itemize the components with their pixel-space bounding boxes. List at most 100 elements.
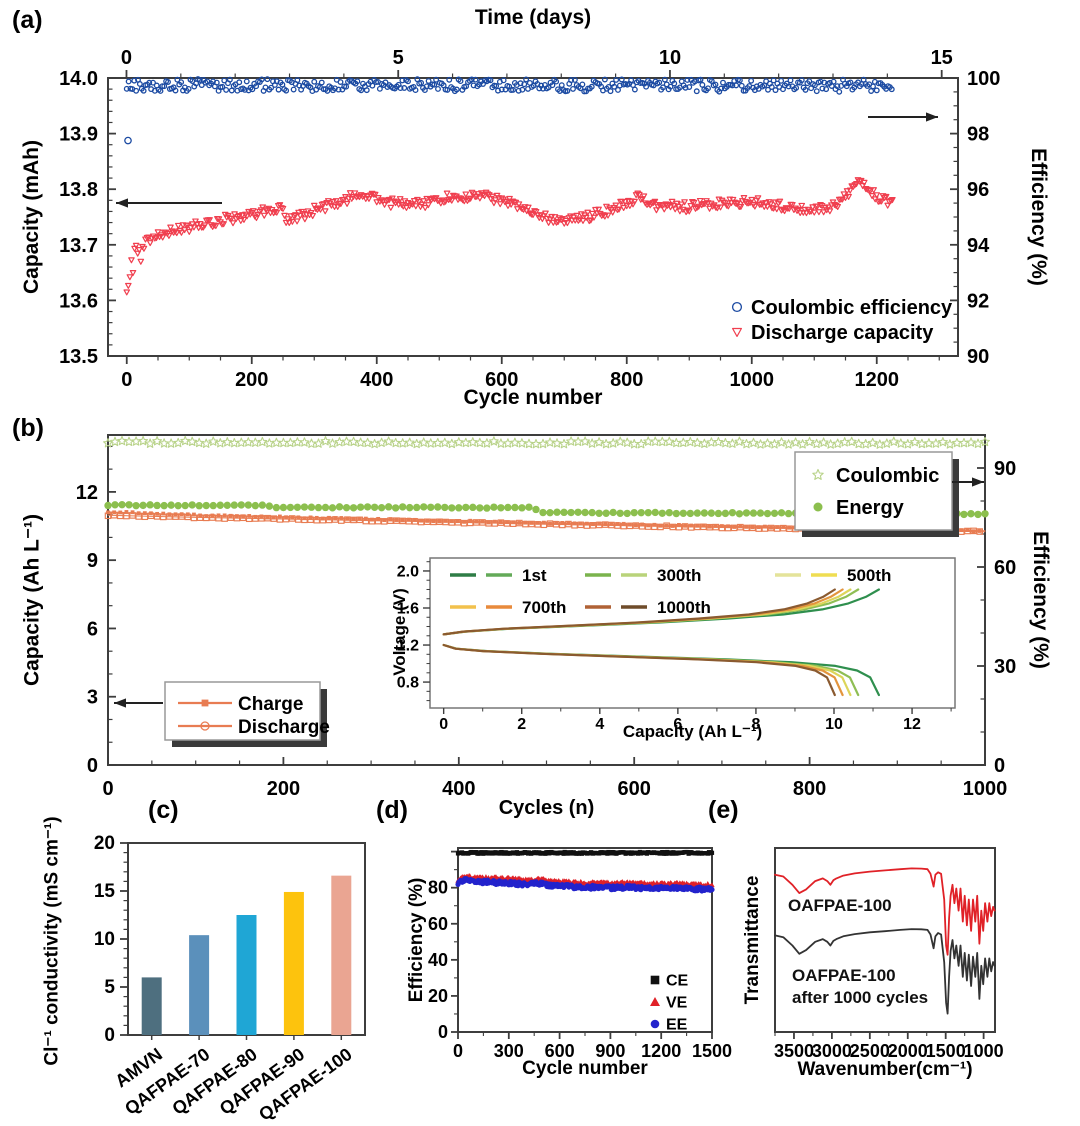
panel-a-plot: 0 200 400 600 800 1000 1200 0 5 10 15 13.5 13.6 13.7 1… [59, 47, 1000, 391]
svg-text:200: 200 [235, 369, 268, 391]
svg-text:1000: 1000 [963, 778, 1008, 800]
svg-text:2000: 2000 [888, 1041, 928, 1061]
svg-text:4: 4 [595, 716, 604, 733]
panel-d-plot: 0 20 40 60 80 0 300 600 900 1200 1500 [428, 847, 732, 1061]
svg-text:Discharge capacity: Discharge capacity [751, 322, 934, 344]
svg-text:Coulombic: Coulombic [836, 465, 939, 487]
svg-text:94: 94 [967, 235, 990, 257]
svg-text:1000th: 1000th [657, 598, 711, 617]
panel-c-plot: 05101520AMVNQAFPAE-70QAFPAE-80QAFPAE-90Q… [94, 833, 366, 1125]
spectrum-label-fresh: OAFPAE-100 [788, 896, 892, 915]
svg-text:600: 600 [545, 1041, 575, 1061]
svg-text:400: 400 [442, 778, 475, 800]
svg-text:VE: VE [666, 995, 688, 1012]
bar-QAFPAE-70 [189, 935, 210, 1035]
svg-text:0: 0 [87, 755, 98, 777]
svg-text:20: 20 [94, 833, 115, 854]
svg-text:800: 800 [610, 369, 643, 391]
svg-text:2500: 2500 [850, 1041, 890, 1061]
svg-text:60: 60 [994, 557, 1016, 579]
svg-text:3500: 3500 [774, 1041, 814, 1061]
svg-text:60: 60 [428, 914, 448, 934]
svg-text:600: 600 [485, 369, 518, 391]
bar-QAFPAE-80 [236, 915, 257, 1035]
svg-text:0: 0 [121, 369, 132, 391]
bar-AMVN [141, 977, 162, 1035]
panel-a-x-axis-title: Cycle number [463, 386, 603, 409]
svg-text:5: 5 [393, 47, 404, 69]
bar-QAFPAE-100 [331, 875, 352, 1035]
svg-text:600: 600 [618, 778, 651, 800]
panel-a-top-axis-title: Time (days) [474, 6, 592, 29]
svg-text:90: 90 [967, 346, 989, 368]
svg-text:400: 400 [360, 369, 393, 391]
svg-text:6: 6 [87, 618, 98, 640]
svg-text:300: 300 [494, 1041, 524, 1061]
panel-d-label: (d) [376, 796, 408, 824]
svg-text:900: 900 [595, 1041, 625, 1061]
svg-text:0: 0 [438, 1022, 448, 1042]
svg-text:1200: 1200 [641, 1041, 681, 1061]
svg-text:200: 200 [267, 778, 300, 800]
svg-text:1.6: 1.6 [397, 601, 419, 618]
svg-text:EE: EE [666, 1017, 688, 1034]
svg-text:1200: 1200 [855, 369, 900, 391]
svg-text:3: 3 [87, 687, 98, 709]
panel-e-label: (e) [708, 796, 739, 824]
svg-text:0.8: 0.8 [397, 675, 419, 692]
svg-text:1000: 1000 [730, 369, 775, 391]
svg-text:Discharge: Discharge [238, 717, 330, 738]
svg-text:0: 0 [453, 1041, 463, 1061]
svg-text:10: 10 [659, 47, 681, 69]
svg-text:40: 40 [428, 950, 448, 970]
svg-text:0: 0 [104, 1025, 115, 1046]
svg-text:700th: 700th [522, 598, 566, 617]
panel-b-efficiency-legend: Coulombic Energy [794, 451, 984, 537]
svg-text:100: 100 [967, 68, 1000, 90]
panel-d-x-axis-title: Cycle number [522, 1058, 648, 1079]
svg-text:12: 12 [76, 482, 98, 504]
svg-text:0: 0 [439, 716, 448, 733]
panel-b-chart: 0 200 400 600 800 10000369120306090CoulombicE… [76, 434, 1016, 800]
svg-text:14.0: 14.0 [59, 68, 98, 90]
svg-text:80: 80 [428, 878, 448, 898]
panel-a-label: (a) [12, 6, 43, 34]
panel-b-label: (b) [12, 414, 44, 442]
svg-text:13.6: 13.6 [59, 290, 98, 312]
svg-text:98: 98 [967, 124, 989, 146]
svg-text:2.0: 2.0 [397, 563, 419, 580]
svg-text:1500: 1500 [692, 1041, 732, 1061]
svg-text:0: 0 [102, 778, 113, 800]
svg-text:2: 2 [517, 716, 526, 733]
svg-text:500th: 500th [847, 566, 891, 585]
svg-text:10: 10 [825, 716, 843, 733]
panel-b-x-axis-title: Cycles (n) [498, 797, 595, 819]
svg-text:0: 0 [994, 755, 1005, 777]
panel-a-chart: 0 200 400 600 800 1000 1200 0 5 10 15 13.5 13.6 13.7 1… [59, 47, 1000, 391]
svg-text:5: 5 [104, 977, 115, 998]
svg-text:1.2: 1.2 [397, 638, 419, 655]
svg-text:90: 90 [994, 458, 1016, 480]
bar-QAFPAE-90 [283, 891, 304, 1035]
svg-text:13.8: 13.8 [59, 179, 98, 201]
svg-text:800: 800 [793, 778, 826, 800]
panel-e-x-axis-title: Wavenumber(cm⁻¹) [797, 1059, 973, 1080]
svg-text:12: 12 [903, 716, 921, 733]
svg-text:3000: 3000 [812, 1041, 852, 1061]
svg-text:9: 9 [87, 550, 98, 572]
svg-text:8: 8 [751, 716, 760, 733]
svg-text:13.5: 13.5 [59, 346, 98, 368]
svg-text:0: 0 [121, 47, 132, 69]
svg-text:15: 15 [94, 881, 116, 902]
panel-c-chart: 05101520AMVNQAFPAE-70QAFPAE-80QAFPAE-90Q… [94, 833, 366, 1125]
svg-text:13.7: 13.7 [59, 235, 98, 257]
svg-text:300th: 300th [657, 566, 701, 585]
spectrum-label-aged-line2: after 1000 cycles [792, 988, 929, 1007]
svg-text:13.9: 13.9 [59, 124, 98, 146]
svg-text:30: 30 [994, 656, 1016, 678]
svg-text:96: 96 [967, 179, 989, 201]
panel-b-inset-plot: 0 2 4 6 8 10 12 0.8 1.2 1.6 2.0 1st 300th 500th 700th 1… [397, 557, 956, 733]
panel-a-legend: Coulombic efficiency Discharge capacity [731, 297, 953, 344]
